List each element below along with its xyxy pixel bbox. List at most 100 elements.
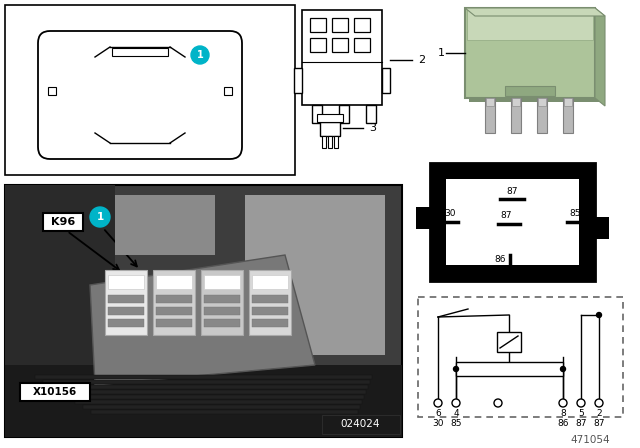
Circle shape [90, 207, 110, 227]
Circle shape [577, 399, 585, 407]
Bar [563, 98, 573, 133]
Bar [430, 163, 595, 281]
Bar [294, 68, 302, 93]
Bar [469, 12, 599, 102]
Text: 2: 2 [418, 55, 425, 65]
Bar [328, 136, 332, 148]
Text: 2: 2 [596, 409, 602, 418]
Bar [537, 98, 547, 133]
Bar [67, 395, 364, 399]
Text: 87: 87 [593, 418, 605, 427]
Bar [252, 319, 288, 327]
Circle shape [434, 399, 442, 407]
Bar [334, 136, 338, 148]
Bar [48, 87, 56, 95]
Bar [317, 114, 343, 122]
Bar [486, 98, 494, 106]
Bar [446, 179, 579, 265]
Bar [354, 38, 370, 52]
Bar [35, 375, 372, 379]
Bar [153, 270, 195, 335]
Text: 30: 30 [444, 210, 456, 219]
Text: 1: 1 [97, 212, 104, 222]
Bar [467, 10, 593, 40]
FancyBboxPatch shape [38, 31, 242, 159]
Bar [115, 195, 215, 255]
Text: 6: 6 [435, 409, 441, 418]
Polygon shape [465, 8, 605, 16]
Bar [312, 105, 322, 123]
Bar [83, 405, 360, 409]
Bar [156, 319, 192, 327]
Bar [382, 68, 390, 93]
Bar [512, 98, 520, 106]
Bar [418, 297, 623, 417]
Text: 471054: 471054 [570, 435, 610, 445]
Bar [75, 400, 362, 404]
Text: 86: 86 [494, 254, 506, 263]
Bar [156, 307, 192, 315]
Bar [5, 5, 295, 175]
Bar [339, 105, 349, 123]
Polygon shape [595, 8, 605, 106]
Circle shape [191, 46, 209, 64]
Circle shape [454, 366, 458, 371]
Circle shape [559, 399, 567, 407]
Bar [456, 362, 563, 376]
Bar [332, 18, 348, 32]
Bar [204, 295, 240, 303]
Text: 87: 87 [506, 186, 518, 195]
Bar [43, 380, 370, 384]
Bar [322, 415, 400, 434]
Bar [156, 275, 192, 289]
Text: 1: 1 [196, 50, 204, 60]
Polygon shape [90, 255, 315, 385]
Text: 1: 1 [438, 48, 445, 58]
Bar [204, 319, 240, 327]
Bar [310, 18, 326, 32]
Circle shape [595, 399, 603, 407]
Text: 30: 30 [432, 418, 444, 427]
Text: 8: 8 [560, 409, 566, 418]
Bar [5, 365, 402, 437]
Bar [511, 98, 521, 133]
Bar [595, 217, 609, 239]
Bar [302, 10, 382, 105]
Bar [366, 105, 376, 123]
Bar [354, 18, 370, 32]
Text: 024024: 024024 [340, 419, 380, 429]
Text: 86: 86 [557, 418, 569, 427]
Bar [252, 295, 288, 303]
Bar [505, 86, 555, 96]
Bar [43, 213, 83, 231]
Bar [59, 390, 366, 394]
Bar [5, 185, 115, 437]
Bar [20, 383, 90, 401]
Text: 85: 85 [570, 210, 581, 219]
Text: 85: 85 [451, 418, 461, 427]
Circle shape [452, 399, 460, 407]
Bar [332, 38, 348, 52]
Bar [497, 332, 521, 352]
Text: 3: 3 [369, 123, 376, 133]
Text: 87: 87 [500, 211, 512, 220]
Bar [564, 98, 572, 106]
Text: 87: 87 [575, 418, 587, 427]
Bar [112, 48, 168, 56]
Bar [108, 295, 144, 303]
Bar [538, 98, 546, 106]
Bar [249, 270, 291, 335]
Text: 4: 4 [453, 409, 459, 418]
Bar [105, 270, 147, 335]
Bar [108, 307, 144, 315]
Bar [204, 275, 240, 289]
Bar [465, 8, 595, 98]
Text: K96: K96 [51, 217, 75, 227]
Bar [252, 275, 288, 289]
Bar [108, 275, 144, 289]
Bar [156, 295, 192, 303]
Bar [320, 122, 340, 136]
Bar [224, 87, 232, 95]
Text: X10156: X10156 [33, 387, 77, 397]
Circle shape [561, 366, 566, 371]
